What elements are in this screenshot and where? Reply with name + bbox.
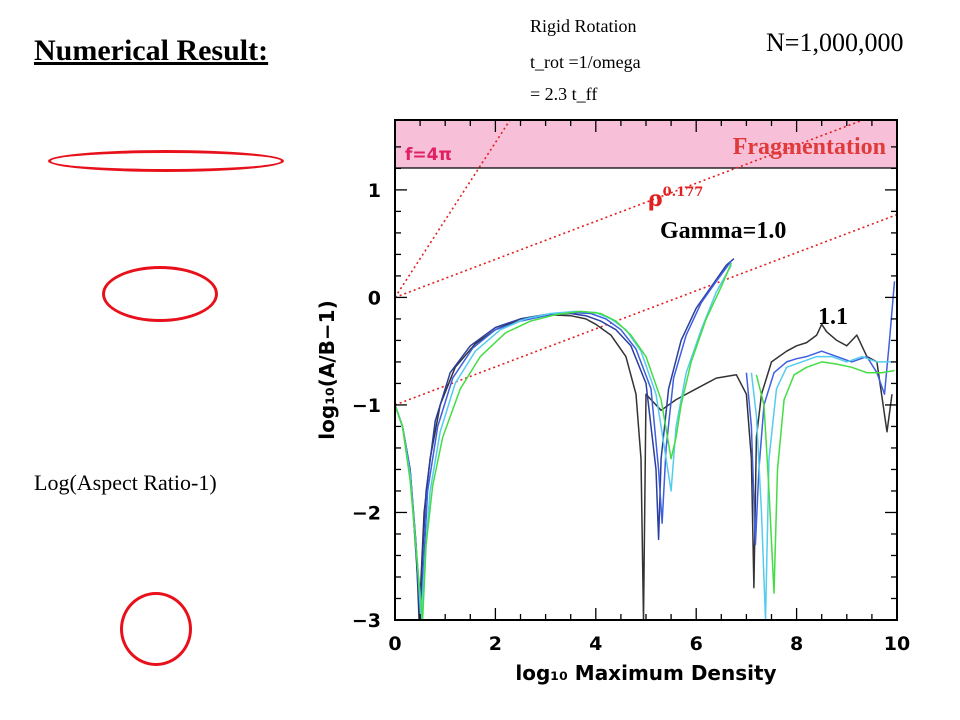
x-tick-label: 6 (690, 633, 703, 655)
data-series (395, 258, 896, 620)
x-tick-label: 0 (388, 633, 401, 655)
x-tick-label: 8 (790, 633, 803, 655)
fragmentation-band (395, 120, 897, 168)
series-line-7 (750, 355, 892, 620)
series-line-2 (395, 258, 735, 620)
rho-annotation: ρ0.177 (648, 185, 703, 212)
band-label: f=4π (405, 145, 452, 165)
fragmentation-title: Fragmentation (733, 134, 886, 160)
series-line-4 (395, 264, 732, 620)
reference-lines (395, 120, 897, 406)
note-line-free-fall: = 2.3 t_ff (530, 84, 598, 104)
reference-line-3 (395, 120, 511, 298)
x-tick-labels: 0 2 4 6 8 10 (388, 633, 910, 655)
x-tick-label: 10 (884, 633, 910, 655)
gamma-11-label: 1.1 (818, 304, 848, 330)
plot-frame (394, 119, 898, 621)
series-line-6 (745, 281, 896, 546)
slide-title: Numerical Result: (34, 34, 269, 67)
note-line-rigid-rotation: Rigid Rotation (530, 16, 637, 36)
y-tick-label: −2 (352, 502, 381, 524)
aspect-ratio-label: Log(Aspect Ratio-1) (34, 470, 217, 495)
y-tick-label: −3 (352, 610, 381, 632)
gamma-label: Gamma=1.0 (660, 218, 786, 244)
series-line-1 (395, 313, 893, 620)
ellipse-circle (120, 592, 192, 666)
series-line-8 (755, 361, 895, 594)
ellipse-medium (102, 266, 218, 322)
y-tick-label: 0 (368, 287, 381, 309)
note-line-rotation-time: t_rot =1/omega (530, 52, 641, 72)
y-tick-labels: 1 0 −1 −2 −3 (352, 180, 381, 632)
density-aspect-chart: 0 2 4 6 8 10 10−1−2−3 f=4π Fragmentation ρ0.1… (315, 119, 910, 685)
y-tick-label: −1 (352, 395, 381, 417)
axis-ticks (394, 120, 898, 621)
y-axis-label: log₁₀(A/B−1) (315, 300, 339, 439)
x-axis-label: log₁₀ Maximum Density (515, 661, 776, 685)
particle-count: N=1,000,000 (766, 28, 904, 57)
x-tick-label: 4 (589, 633, 602, 655)
x-tick-label: 2 (489, 633, 502, 655)
series-line-5 (395, 262, 732, 620)
ellipse-flat (48, 150, 284, 172)
y-tick-label: 1 (368, 180, 381, 202)
